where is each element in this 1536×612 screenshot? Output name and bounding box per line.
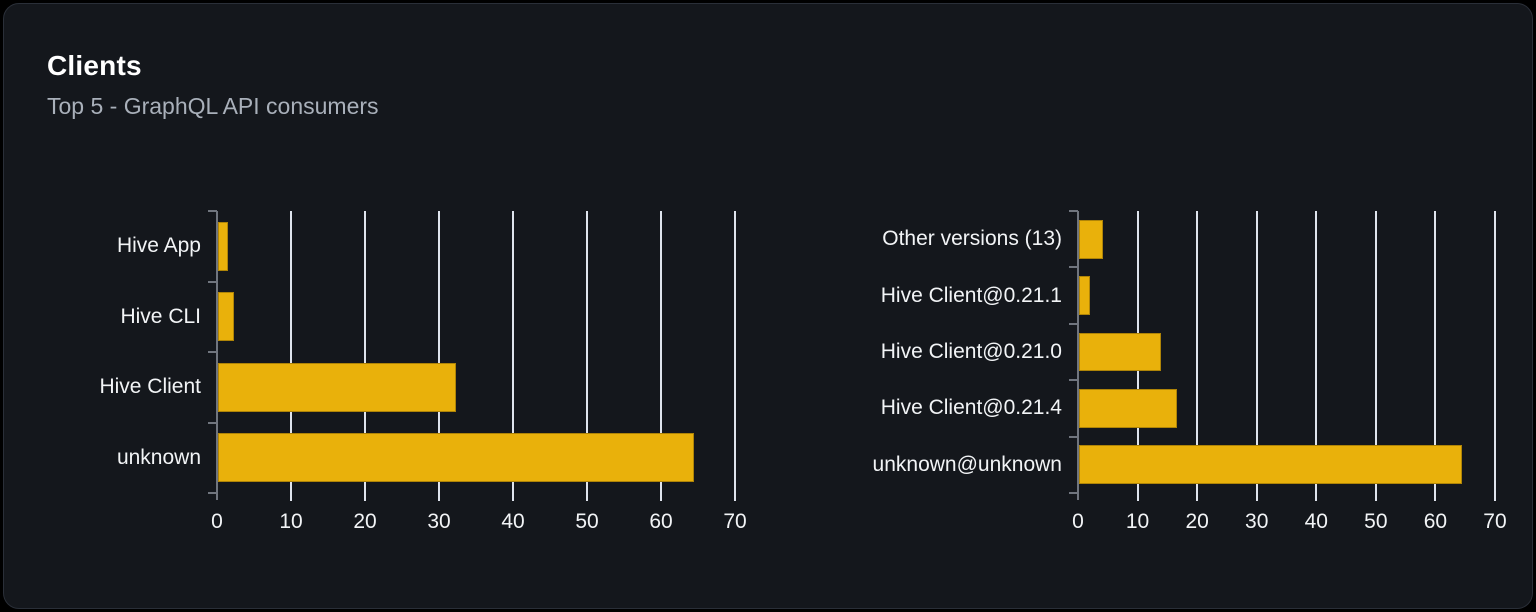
category-label-hive-app: Hive App bbox=[116, 234, 201, 258]
x-tick-label: 30 bbox=[427, 510, 451, 533]
bar-unknown-unknown[interactable] bbox=[1079, 445, 1463, 485]
category-label-hive-client-0-21-1: Hive Client@0.21.1 bbox=[880, 283, 1062, 307]
y-axis-tick bbox=[1069, 435, 1078, 438]
bar-hive-client[interactable] bbox=[218, 362, 456, 412]
x-tick-label: 10 bbox=[1125, 510, 1150, 533]
clients-by-version-chart: 0 10 20 30 40 50 60 70 Other versions (13) Hive C… bbox=[873, 210, 1507, 533]
y-axis-tick bbox=[1069, 210, 1078, 212]
y-axis-tick bbox=[208, 421, 217, 424]
x-tick-label: 0 bbox=[1072, 510, 1084, 533]
y-axis-line bbox=[1077, 211, 1079, 500]
x-tick-label: 50 bbox=[1364, 510, 1388, 533]
y-axis-tick bbox=[208, 210, 217, 212]
y-axis-tick bbox=[208, 492, 217, 494]
clients-by-name-chart: 0 10 20 30 40 50 60 70 Hive App Hive CLI Hive Clie… bbox=[99, 210, 750, 533]
category-label-other-versions-13: Other versions (13) bbox=[882, 227, 1062, 251]
gridline bbox=[1315, 211, 1318, 501]
bar-hive-app[interactable] bbox=[218, 221, 229, 271]
category-label-hive-cli: Hive CLI bbox=[120, 304, 201, 328]
x-tick-label: 10 bbox=[279, 510, 303, 533]
gridline bbox=[660, 211, 662, 501]
gridline bbox=[586, 211, 588, 501]
x-tick-label: 20 bbox=[1185, 510, 1209, 533]
page-title: Clients bbox=[47, 50, 142, 81]
bar-hive-client-0-21-1[interactable] bbox=[1079, 276, 1091, 316]
x-tick-label: 50 bbox=[575, 510, 599, 533]
y-axis-tick bbox=[208, 351, 217, 353]
category-label-unknown: unknown bbox=[116, 445, 201, 469]
y-axis-tick bbox=[1069, 266, 1078, 269]
gridline bbox=[364, 211, 366, 501]
x-tick-label: 0 bbox=[211, 510, 223, 533]
gridline bbox=[1196, 211, 1199, 501]
x-tick-label: 40 bbox=[1304, 510, 1328, 533]
gridline bbox=[290, 211, 292, 501]
x-tick-label: 60 bbox=[649, 510, 673, 533]
y-axis-tick bbox=[1069, 492, 1078, 494]
bar-hive-client-0-21-4[interactable] bbox=[1079, 388, 1178, 428]
card-header: Clients Top 5 - GraphQL API consumers bbox=[47, 50, 379, 120]
page-subtitle: Top 5 - GraphQL API consumers bbox=[47, 93, 379, 119]
gridline bbox=[1434, 211, 1437, 501]
bar-other-versions-13[interactable] bbox=[1079, 219, 1103, 259]
bar-unknown[interactable] bbox=[218, 433, 694, 483]
x-tick-label: 70 bbox=[1483, 510, 1507, 533]
gridline bbox=[1374, 211, 1377, 501]
gridline bbox=[1493, 211, 1496, 501]
y-axis-tick bbox=[208, 280, 217, 283]
clients-card: Clients Top 5 - GraphQL API consumers 0 1… bbox=[3, 3, 1533, 609]
bar-hive-cli[interactable] bbox=[218, 292, 235, 342]
x-tick-label: 20 bbox=[353, 510, 377, 533]
category-label-hive-client-0-21-0: Hive Client@0.21.0 bbox=[880, 339, 1062, 363]
category-label-unknown-unknown: unknown@unknown bbox=[872, 452, 1062, 476]
y-axis-tick bbox=[1069, 322, 1078, 325]
bar-hive-client-0-21-0[interactable] bbox=[1079, 332, 1161, 372]
gridline bbox=[734, 211, 736, 501]
y-axis-tick bbox=[1069, 379, 1078, 382]
gridline bbox=[512, 211, 514, 501]
category-label-hive-client-0-21-4: Hive Client@0.21.4 bbox=[880, 396, 1062, 420]
x-tick-label: 60 bbox=[1423, 510, 1448, 533]
gridline bbox=[1255, 211, 1258, 501]
category-label-hive-client: Hive Client bbox=[99, 375, 201, 399]
gridline bbox=[438, 211, 440, 501]
y-axis-line bbox=[216, 211, 218, 500]
x-tick-label: 30 bbox=[1245, 510, 1269, 533]
x-tick-label: 70 bbox=[723, 510, 747, 533]
x-tick-label: 40 bbox=[501, 510, 525, 533]
